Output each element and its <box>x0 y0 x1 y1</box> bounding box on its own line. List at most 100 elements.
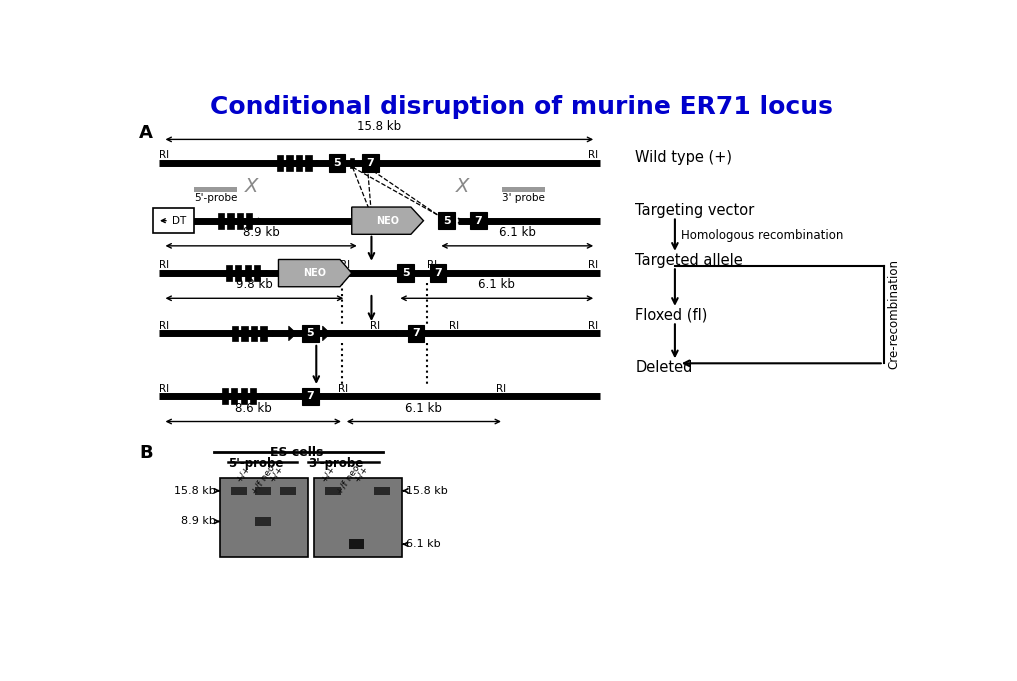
Bar <box>305 155 311 171</box>
Text: A: A <box>139 124 153 142</box>
Text: +/+: +/+ <box>352 464 369 484</box>
Text: +/f neo: +/f neo <box>250 464 277 496</box>
Text: 6.1 kb: 6.1 kb <box>406 402 442 415</box>
Text: RI: RI <box>588 151 598 161</box>
Bar <box>254 265 260 281</box>
Bar <box>430 264 446 282</box>
Text: 5: 5 <box>402 268 410 278</box>
Text: RI: RI <box>159 261 169 270</box>
Text: RI: RI <box>339 383 349 394</box>
Bar <box>241 326 248 341</box>
Bar <box>194 187 238 192</box>
Text: NEO: NEO <box>304 268 326 278</box>
Text: 5'-probe: 5'-probe <box>228 457 284 470</box>
Bar <box>226 265 232 281</box>
Text: 8.9 kb: 8.9 kb <box>243 226 280 239</box>
Bar <box>251 326 257 341</box>
Text: +/+: +/+ <box>318 464 337 484</box>
Text: Wild type (+): Wild type (+) <box>636 151 732 165</box>
Bar <box>398 264 414 282</box>
Bar <box>220 477 308 557</box>
Polygon shape <box>352 207 423 234</box>
Bar <box>374 486 390 495</box>
Text: RI: RI <box>340 261 350 270</box>
Bar <box>218 212 224 229</box>
Bar <box>241 388 247 405</box>
Text: 5'-probe: 5'-probe <box>194 193 238 204</box>
Text: 3' probe: 3' probe <box>502 193 545 204</box>
Bar <box>232 326 238 341</box>
FancyBboxPatch shape <box>154 208 194 234</box>
Text: 9.8 kb: 9.8 kb <box>236 279 273 291</box>
Text: RI: RI <box>588 321 598 331</box>
Bar <box>314 477 402 557</box>
Text: 7: 7 <box>366 158 374 168</box>
Bar <box>350 158 354 168</box>
Bar <box>260 326 266 341</box>
Bar <box>255 486 271 495</box>
Text: RI: RI <box>350 208 360 218</box>
Bar <box>244 265 251 281</box>
Text: NEO: NEO <box>376 216 399 225</box>
Bar <box>246 212 252 229</box>
Text: 3'-probe: 3'-probe <box>308 457 364 470</box>
Text: Cre-recombination: Cre-recombination <box>888 259 901 368</box>
Text: +/+: +/+ <box>234 464 252 484</box>
Bar <box>328 155 346 172</box>
Text: RI: RI <box>427 261 436 270</box>
Bar <box>302 325 318 342</box>
Text: X: X <box>456 177 469 196</box>
Text: Homologous recombination: Homologous recombination <box>681 229 843 242</box>
Text: 7: 7 <box>412 328 420 338</box>
Polygon shape <box>322 326 331 340</box>
Text: Deleted: Deleted <box>636 360 693 375</box>
Text: Conditional disruption of murine ER71 locus: Conditional disruption of murine ER71 lo… <box>210 95 833 118</box>
Bar <box>222 388 228 405</box>
Text: 15.8 kb: 15.8 kb <box>357 120 402 133</box>
Bar <box>280 486 296 495</box>
Text: ES cells: ES cells <box>270 446 323 459</box>
Text: +/+: +/+ <box>267 464 285 484</box>
Bar <box>250 388 256 405</box>
Text: Floxed (fl): Floxed (fl) <box>636 308 708 323</box>
Polygon shape <box>279 259 352 287</box>
Bar <box>231 486 247 495</box>
Bar <box>325 486 341 495</box>
Bar <box>237 212 243 229</box>
Bar <box>231 388 238 405</box>
Text: 6.1 kb: 6.1 kb <box>498 226 536 239</box>
Bar <box>408 325 424 342</box>
Bar <box>438 212 455 229</box>
Text: Targeted allele: Targeted allele <box>636 253 743 268</box>
Bar <box>362 155 378 172</box>
Text: RI: RI <box>370 321 380 331</box>
Text: 7: 7 <box>474 216 482 225</box>
Text: 5: 5 <box>334 158 341 168</box>
Bar <box>470 212 486 229</box>
Text: X: X <box>245 177 258 196</box>
Text: 6.1 kb: 6.1 kb <box>406 539 440 549</box>
Text: +/f neo: +/f neo <box>335 464 361 496</box>
Text: Targeting vector: Targeting vector <box>636 203 755 218</box>
Bar <box>296 155 302 171</box>
Polygon shape <box>289 326 297 340</box>
Bar <box>235 265 241 281</box>
Text: DT: DT <box>172 216 186 225</box>
Bar <box>501 187 545 192</box>
Text: RI: RI <box>159 151 169 161</box>
Bar <box>302 387 318 405</box>
Text: RI: RI <box>159 321 169 331</box>
Bar <box>349 539 364 550</box>
Bar <box>287 155 293 171</box>
Text: RI: RI <box>159 383 169 394</box>
Text: RI: RI <box>496 383 506 394</box>
Text: 7: 7 <box>306 392 314 401</box>
Text: RI: RI <box>588 261 598 270</box>
Text: 8.6 kb: 8.6 kb <box>235 402 272 415</box>
Text: 15.8 kb: 15.8 kb <box>406 486 447 496</box>
Bar <box>277 155 283 171</box>
Bar <box>227 212 234 229</box>
Text: B: B <box>139 443 153 462</box>
Text: 5: 5 <box>306 328 314 338</box>
Text: 7: 7 <box>434 268 442 278</box>
